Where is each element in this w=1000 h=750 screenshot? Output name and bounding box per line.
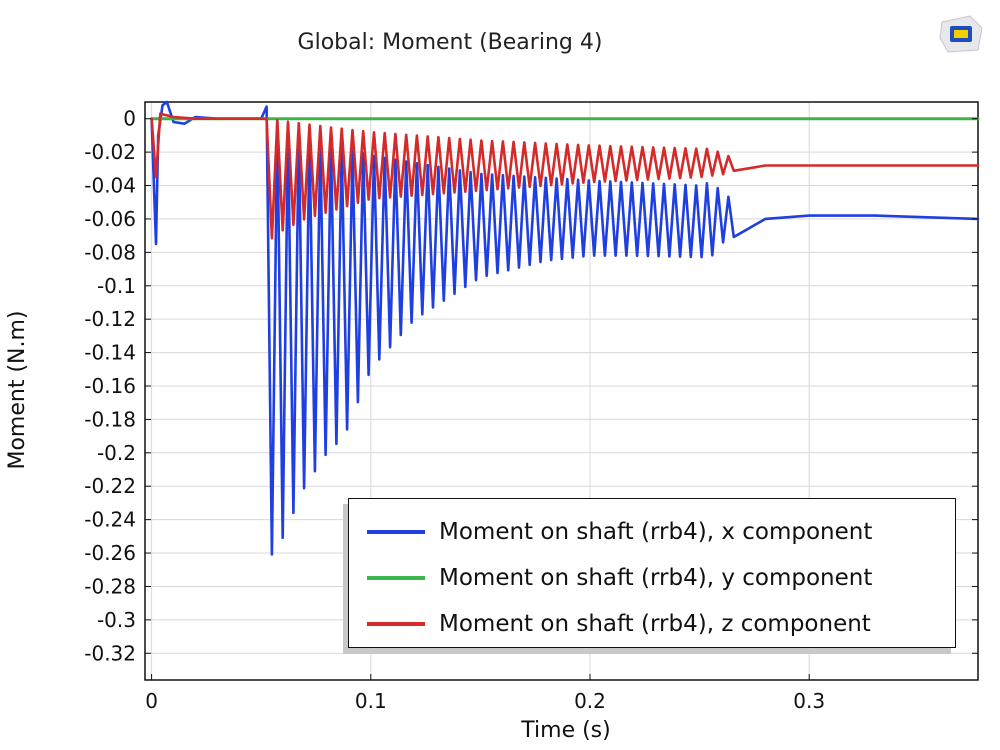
y-tick-label: -0.32 <box>84 641 136 665</box>
y-tick-label: -0.04 <box>84 174 136 198</box>
y-tick-label: 0 <box>123 107 136 131</box>
legend-swatch-z <box>367 622 425 626</box>
y-tick-label: -0.06 <box>84 207 136 231</box>
plot-frame <box>144 101 979 681</box>
y-tick-label: -0.08 <box>84 240 136 264</box>
y-tick-label: -0.22 <box>84 474 136 498</box>
legend-label-x: Moment on shaft (rrb4), x component <box>439 519 873 545</box>
legend: Moment on shaft (rrb4), x component Mome… <box>348 498 956 648</box>
x-tick-label: 0.2 <box>574 689 606 713</box>
y-tick-label: -0.02 <box>84 140 136 164</box>
legend-entry-y: Moment on shaft (rrb4), y component <box>349 555 955 601</box>
axis-ticks: 0 -0.02 -0.04 -0.06 -0.08 -0.1 -0.12 -0.14 -0.16… <box>84 107 978 713</box>
y-tick-label: -0.14 <box>84 341 136 365</box>
y-tick-label: -0.24 <box>84 508 136 532</box>
x-tick-label: 0.3 <box>793 689 825 713</box>
chart-title: Global: Moment (Bearing 4) <box>297 30 603 55</box>
y-tick-label: -0.18 <box>84 407 136 431</box>
y-tick-label: -0.26 <box>84 541 136 565</box>
x-tick-label: 0 <box>145 689 158 713</box>
y-tick-label: -0.16 <box>84 374 136 398</box>
y-tick-label: -0.12 <box>84 307 136 331</box>
y-axis-title: Moment (N.m) <box>5 310 30 469</box>
comsol-logo-icon <box>939 15 983 53</box>
legend-swatch-x <box>367 530 425 534</box>
legend-swatch-y <box>367 576 425 580</box>
legend-entry-z: Moment on shaft (rrb4), z component <box>349 601 955 647</box>
series-line-z-component <box>150 112 980 240</box>
legend-entry-x: Moment on shaft (rrb4), x component <box>349 509 955 555</box>
x-axis-title: Time (s) <box>520 718 610 743</box>
legend-label-z: Moment on shaft (rrb4), z component <box>439 611 871 637</box>
series-line-x-component <box>150 100 980 556</box>
legend-label-y: Moment on shaft (rrb4), y component <box>439 565 873 591</box>
y-tick-label: -0.28 <box>84 574 136 598</box>
x-tick-label: 0.1 <box>355 689 387 713</box>
y-tick-label: -0.2 <box>97 441 136 465</box>
y-tick-label: -0.1 <box>97 274 136 298</box>
series-layer <box>150 100 980 556</box>
y-tick-label: -0.3 <box>97 608 136 632</box>
